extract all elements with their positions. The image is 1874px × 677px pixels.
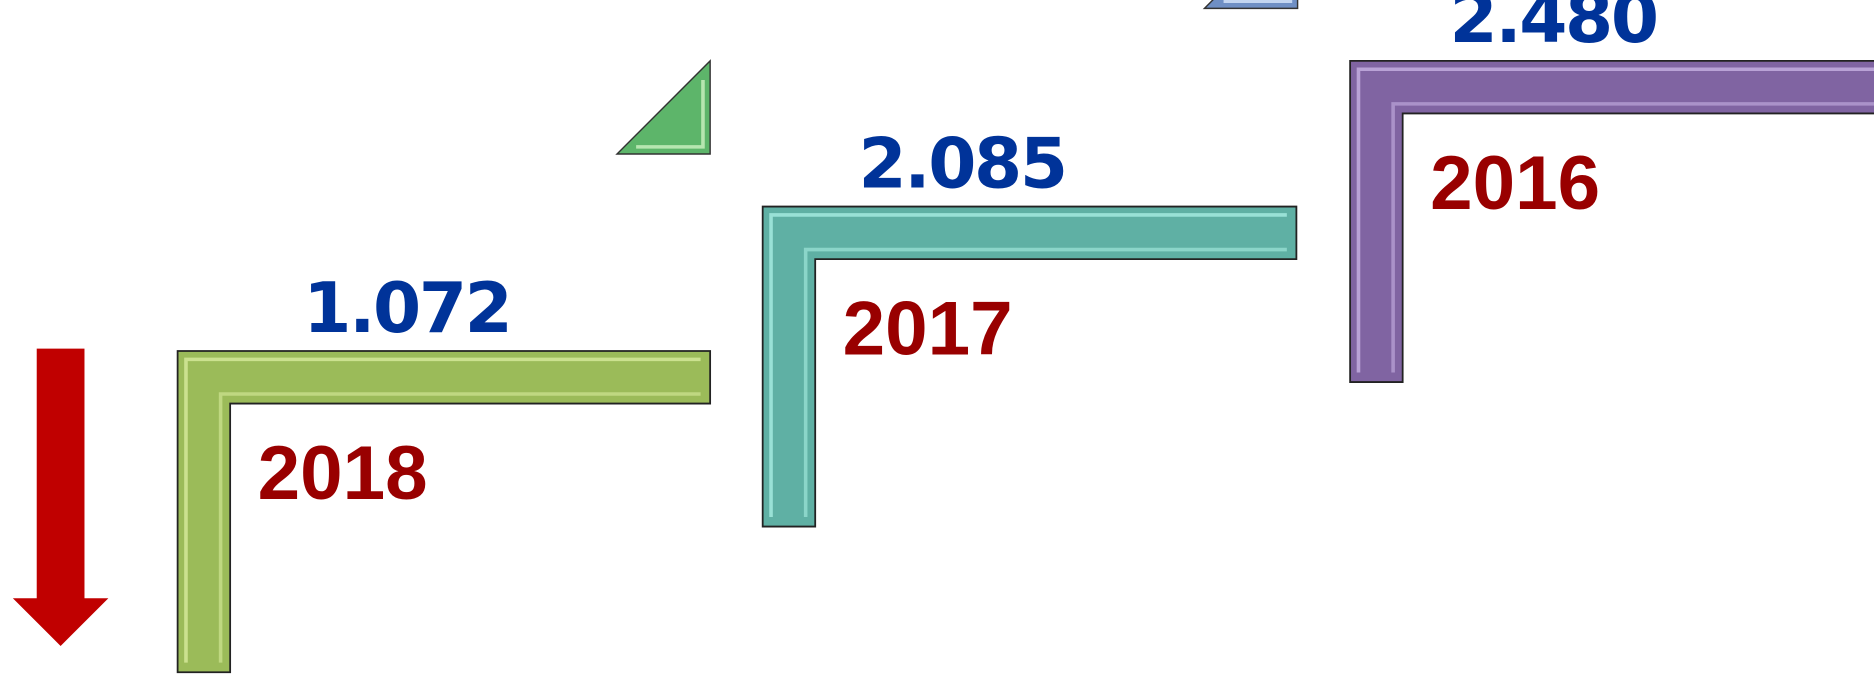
step-shape xyxy=(176,350,712,674)
triangle-highlight xyxy=(636,79,705,149)
year-label: 2017 xyxy=(843,287,1013,372)
year-label: 2016 xyxy=(1430,141,1600,226)
value-label: 1.072 xyxy=(303,269,510,349)
triangle-highlight xyxy=(1223,0,1293,3)
step-highlight xyxy=(803,247,1287,518)
year-label: 2018 xyxy=(258,431,428,516)
value-label: 2.480 xyxy=(1450,0,1657,59)
step-highlight xyxy=(1391,102,1874,373)
step-highlight xyxy=(769,213,1287,518)
step-highlight xyxy=(1356,67,1874,373)
step-highlight xyxy=(184,357,701,663)
step-shape xyxy=(1349,59,1874,383)
down-arrow xyxy=(12,348,109,646)
value-label: 2.085 xyxy=(859,124,1066,204)
step-shape xyxy=(761,205,1298,528)
step-highlight xyxy=(218,392,701,663)
step-triangle xyxy=(615,59,711,155)
